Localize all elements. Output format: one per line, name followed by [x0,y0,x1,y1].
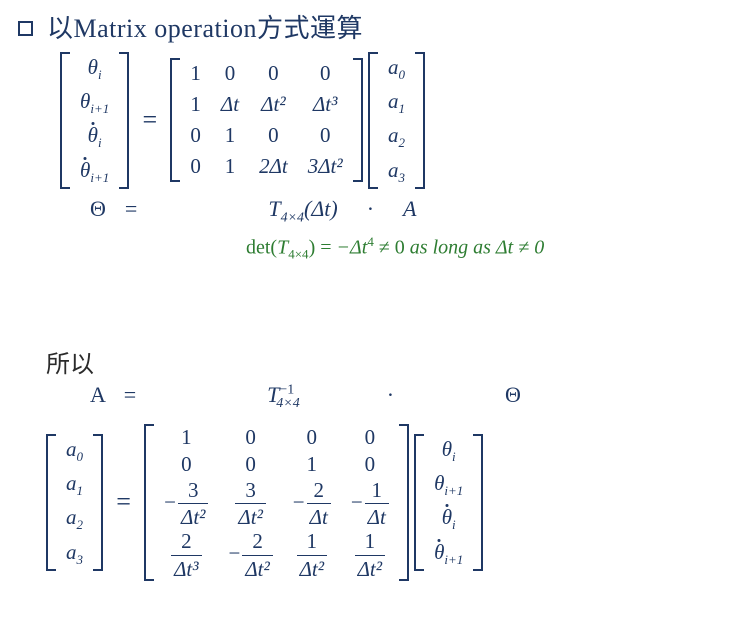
det-open: det( [246,237,277,259]
Theta-sym2: Θ [505,382,521,407]
ti-13: 0 [341,451,399,478]
eq3: = [124,382,136,407]
theta-vector-2: θi θi+1 θi θi+1 [414,434,483,571]
a-vector: a0 a1 a2 a3 [368,52,425,189]
equals-4: = [108,487,139,517]
det-line: det(T4×4) = −Δt4 ≠ 0 as long as Δt ≠ 0 [246,234,544,263]
heading-row: 以Matrix operation方式運算 [18,8,363,45]
matrix-equation-2: a0 a1 a2 a3 = 1 0 0 0 0 0 1 0 −3Δt² [46,424,483,581]
det-T: T [277,237,288,259]
ti-00: 1 [154,424,218,451]
t-32: 2Δt [259,154,288,178]
ti-10: 0 [154,451,218,478]
a-vector-2: a0 a1 a2 a3 [46,434,103,571]
tinv-matrix: 1 0 0 0 0 0 1 0 −3Δt² 3Δt² −2Δt −1Δt 2Δt… [144,424,409,581]
ti-02: 0 [283,424,341,451]
dot1: · [367,196,374,221]
a3: a [388,158,399,182]
t-21: 1 [211,120,249,151]
t-31: 1 [211,151,249,182]
ti-03: 0 [341,424,399,451]
a1: a [388,89,399,113]
theta-dot-i1: θ [80,158,90,183]
ti-21: 3Δt² [218,478,282,529]
equals-1: = [134,105,165,135]
theta-i: θ [88,55,98,79]
t-13: Δt³ [313,92,337,116]
a0: a [388,55,399,79]
ti-32: 1Δt² [283,529,341,580]
so-text: 所以 [46,344,94,379]
t-30: 0 [180,151,211,182]
t-23: 0 [298,120,353,151]
heading-text: 以Matrix operation方式運算 [47,8,363,45]
ti-33: 1Δt² [341,529,399,580]
theta-line: Θ = T4×4(Δt) · A [90,196,416,226]
theta-dot-i: θ [88,123,98,148]
T-sym: T [268,196,280,221]
ti-22: −2Δt [283,478,341,529]
t-11: Δt [221,92,239,116]
t-33: 3Δt² [308,154,343,178]
Tinv-sub: 4×4 [276,396,299,411]
ti-20: −3Δt² [154,478,218,529]
theta-vector: θi θi+1 θi θi+1 [60,52,129,189]
A-sym2: A [90,382,105,407]
t-10: 1 [180,89,211,120]
det-eq: = [315,237,336,259]
t-20: 0 [180,120,211,151]
t-22: 0 [249,120,298,151]
dot2: · [387,382,394,407]
ti-01: 0 [218,424,282,451]
matrix-equation-1: θi θi+1 θi θi+1 = 1 0 0 0 1 Δt Δt² Δt³ 0 [60,52,425,189]
ti-11: 0 [218,451,282,478]
a-line: A = T−14×4 · Θ [90,382,521,412]
eq2: = [125,196,137,221]
t-matrix: 1 0 0 0 1 Δt Δt² Δt³ 0 1 0 0 0 1 2Δt 3 [170,58,362,182]
det-neq: ≠ 0 [374,237,410,259]
det-Tsub: 4×4 [288,247,308,262]
det-cond: Δt ≠ 0 [491,237,544,259]
t-12: Δt² [261,92,285,116]
T-arg: (Δt) [304,196,338,221]
t-03: 0 [298,58,353,89]
ti-23: −1Δt [341,478,399,529]
ti-30: 2Δt³ [154,529,218,580]
a2: a [388,123,399,147]
bullet-icon [18,21,33,36]
ti-12: 1 [283,451,341,478]
det-as: as long as [410,237,491,259]
Theta-sym: Θ [90,196,106,221]
t-02: 0 [249,58,298,89]
T-sub: 4×4 [281,210,304,225]
t-00: 1 [180,58,211,89]
det-neg: −Δt [337,237,368,259]
t-01: 0 [211,58,249,89]
A-sym: A [403,196,416,221]
theta-i1: θ [80,89,90,113]
ti-31: −2Δt² [218,529,282,580]
